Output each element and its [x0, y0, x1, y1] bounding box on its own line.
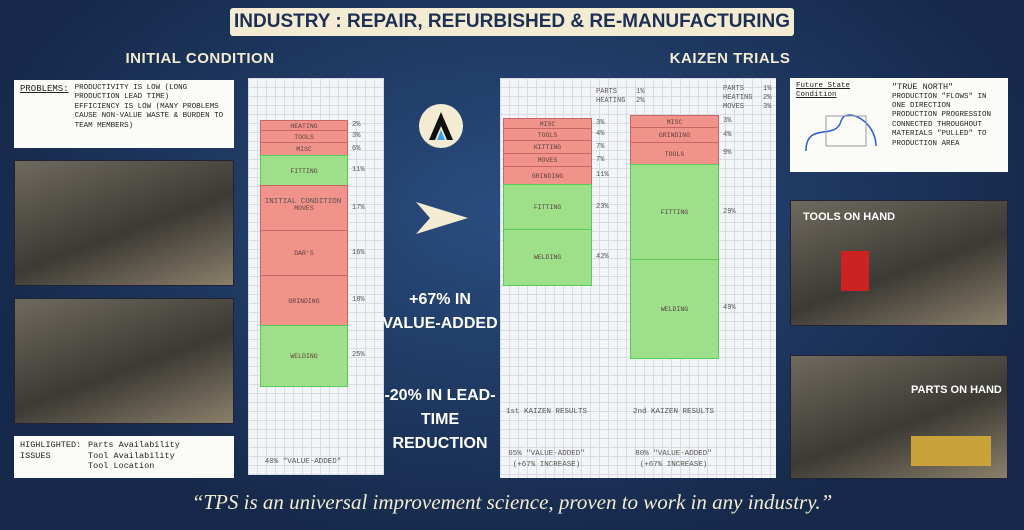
bar-segment: WELDING	[260, 325, 348, 387]
result: 40% "VALUE-ADDED"	[264, 458, 342, 466]
segment-label: PARTS	[723, 85, 745, 93]
logo	[419, 104, 463, 148]
segment-label: HEATING	[723, 94, 753, 102]
future-note: Future State Condition "TRUE NORTH" PROD…	[790, 78, 1008, 172]
bar-segment: WELDING	[503, 229, 592, 286]
segment-pct: 23%	[596, 202, 609, 211]
segment-pct: 3%	[352, 132, 361, 140]
item: EFFICIENCY IS LOW (MANY PROBLEMS CAUSE N…	[74, 102, 224, 130]
segment-pct: 1%	[763, 85, 772, 93]
bar-segment: FITTING	[260, 155, 348, 187]
heading: KAIZEN TRIALS	[669, 50, 791, 67]
item: PRODUCTION "FLOWS" IN ONE DIRECTION	[892, 92, 987, 110]
bar-segment: GRINDING	[503, 166, 592, 186]
caption: INITIAL CONDITION	[264, 198, 342, 206]
result: 65% "VALUE-ADDED"	[508, 450, 585, 458]
label: HIGHLIGHTED: ISSUES	[20, 440, 82, 461]
segment-pct: 18%	[352, 296, 365, 304]
north: "TRUE NORTH"	[892, 82, 954, 92]
segment-pct: 11%	[352, 166, 365, 174]
change: (+67% INCREASE)	[512, 461, 581, 469]
bar-segment: MOVES	[260, 185, 348, 232]
segment-pct: 11%	[596, 171, 609, 179]
segment-pct: 4%	[723, 130, 732, 139]
segment-pct: 3%	[723, 117, 732, 125]
label: PROBLEMS:	[20, 84, 69, 94]
segment-pct: 4%	[596, 130, 605, 138]
item: Tool Availability	[88, 450, 175, 461]
segment-pct: 42%	[596, 252, 609, 261]
segment-pct: 29%	[723, 207, 736, 216]
photo-tag: TOOLS ON HAND	[803, 211, 896, 223]
whiteboard: HEATING 2% TOOLS 3% MISC 6% FITTING 11% MOVES 17%…	[248, 78, 384, 475]
caption: 2nd KAIZEN RESULTS	[632, 408, 714, 416]
caption: 1st KAIZEN RESULTS	[505, 408, 587, 416]
segment-pct: 2%	[636, 97, 645, 105]
segment-pct: 7%	[596, 142, 605, 151]
photo: TOOLS ON HAND	[790, 200, 1008, 326]
segment-pct: 6%	[352, 144, 361, 153]
arrow	[416, 202, 468, 234]
problems-note: PROBLEMS: PRODUCTIVITY IS LOW (LONG PROD…	[14, 80, 234, 148]
bar-segment: GRINDING	[260, 275, 348, 327]
segment-pct: 9%	[723, 149, 732, 157]
segment-pct: 25%	[352, 351, 365, 359]
segment-pct: 1%	[636, 88, 645, 96]
change: (+67% INCREASE)	[639, 461, 708, 469]
quote: “TPS is an universal improvement science…	[191, 490, 833, 514]
segment-pct: 2%	[352, 121, 361, 129]
whiteboard: PARTS 1% HEATING 2% MISC 3% TOOLS 4% KITTING 7% MO…	[500, 78, 776, 478]
issues-note: HIGHLIGHTED: ISSUES Parts Availability To…	[14, 436, 234, 478]
segment-label: PARTS	[596, 88, 618, 96]
parts-rack	[911, 436, 991, 466]
tool-cart	[841, 251, 869, 291]
segment-label: MOVES	[723, 103, 745, 111]
item: MATERIALS "PULLED" TO PRODUCTION AREA	[892, 130, 987, 148]
segment-pct: 17%	[352, 203, 365, 212]
item: Parts Availability	[88, 440, 180, 450]
bar-segment: DAR'S	[260, 230, 348, 277]
bar-segment: WELDING	[630, 259, 719, 359]
photo: PARTS ON HAND	[790, 355, 1008, 479]
segment-pct: 3%	[763, 103, 772, 111]
photo	[14, 160, 234, 286]
bar-segment: FITTING	[630, 164, 719, 261]
result: 80% "VALUE-ADDED"	[635, 450, 712, 458]
segment-label: HEATING	[596, 97, 626, 105]
stat: +67% IN VALUE-ADDED	[382, 291, 498, 332]
title: INDUSTRY : REPAIR, REFURBISHED & RE-MANU…	[230, 8, 794, 36]
label: Future State Condition	[796, 82, 851, 100]
segment-pct: 49%	[723, 304, 736, 312]
item: PRODUCTION PROGRESSION CONNECTED THROUGH…	[892, 111, 992, 129]
flow-sketch	[805, 114, 877, 151]
bar-segment: TOOLS	[630, 142, 719, 166]
heading: INITIAL CONDITION	[125, 50, 275, 67]
segment-pct: 7%	[596, 155, 605, 164]
photo	[14, 298, 234, 424]
segment-pct: 2%	[763, 94, 772, 102]
bar-segment: FITTING	[503, 184, 592, 231]
item: Tool Location	[88, 461, 155, 472]
stat: -20% IN LEAD-TIME REDUCTION	[384, 387, 496, 452]
segment-pct: 16%	[352, 248, 365, 257]
item: PRODUCTIVITY IS LOW (LONG PRODUCTION LEA…	[74, 84, 188, 102]
photo-tag: PARTS ON HAND	[911, 384, 1002, 396]
segment-pct: 3%	[596, 119, 605, 127]
